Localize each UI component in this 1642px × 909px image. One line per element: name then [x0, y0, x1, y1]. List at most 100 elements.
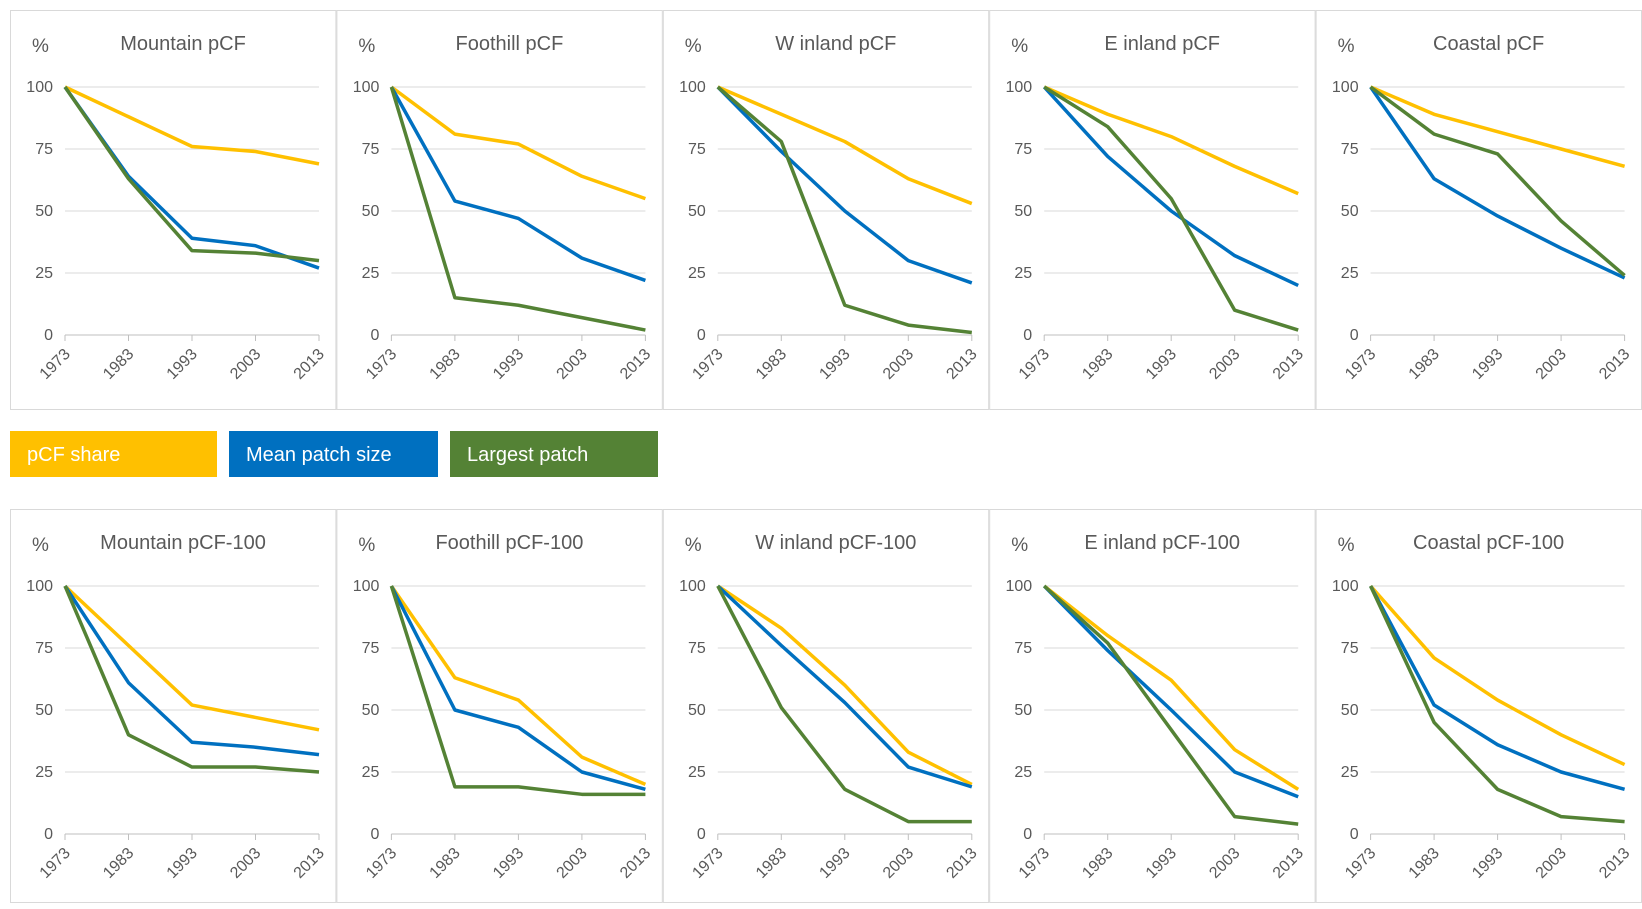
legend-swatch [229, 431, 438, 477]
y-axis-label: % [1011, 535, 1028, 556]
y-tick-label: 75 [35, 640, 53, 657]
x-tick-label: 1973 [1016, 346, 1053, 383]
x-tick-label: 2013 [617, 346, 654, 383]
series-line [1369, 85, 1626, 277]
y-tick-label: 100 [1332, 79, 1359, 96]
series-line [63, 584, 320, 732]
panel-border [1315, 509, 1642, 903]
series-line [1369, 585, 1626, 792]
series-line [390, 85, 646, 201]
y-tick-label: 100 [353, 578, 380, 595]
chart-panel: % Foothill pCF-100 0 25 50 75 100 1973 1983 1993 2… [336, 509, 663, 903]
y-tick-label: 75 [362, 640, 380, 657]
y-tick-label: 0 [44, 327, 53, 344]
chart-title: E inland pCF [1104, 33, 1220, 55]
x-tick-label: 2003 [227, 845, 264, 882]
series-line [716, 85, 973, 285]
y-tick-label: 0 [1350, 826, 1359, 843]
x-tick-label: 1983 [1079, 346, 1116, 383]
x-tick-label: 2003 [554, 346, 591, 383]
series-line [1369, 584, 1626, 767]
series-line [716, 584, 973, 789]
series-line [63, 85, 320, 270]
x-tick-label: 1993 [816, 346, 853, 383]
chart-title: Coastal pCF-100 [1413, 532, 1564, 554]
y-tick-label: 100 [679, 578, 706, 595]
series-line [63, 585, 320, 757]
series-line [717, 85, 973, 206]
y-tick-label: 25 [1341, 265, 1359, 282]
y-tick-label: 25 [362, 265, 380, 282]
chart-panel: % E inland pCF-100 0 25 50 75 100 1973 1983 1993 2… [989, 509, 1316, 903]
y-axis-label: % [685, 36, 702, 57]
x-tick-label: 1973 [37, 845, 74, 882]
series-line [1043, 584, 1300, 791]
chart-title: E inland pCF-100 [1084, 532, 1240, 554]
y-tick-label: 25 [1341, 764, 1359, 781]
x-tick-label: 1993 [490, 346, 527, 383]
x-tick-label: 2013 [943, 845, 980, 882]
y-axis-label: % [1338, 36, 1355, 57]
x-tick-label: 1993 [164, 346, 201, 383]
x-tick-label: 1973 [1016, 845, 1053, 882]
series-line [1043, 584, 1299, 826]
chart-title: Foothill pCF-100 [435, 532, 583, 554]
y-tick-label: 100 [1005, 578, 1032, 595]
y-tick-label: 100 [1005, 79, 1032, 96]
y-tick-label: 75 [1014, 141, 1032, 158]
chart-panel: % W inland pCF 0 25 50 75 100 1973 1983 1993 2003 2… [662, 10, 990, 410]
y-tick-label: 50 [1341, 702, 1359, 719]
x-tick-label: 1983 [753, 845, 790, 882]
legend-swatch [450, 431, 658, 477]
series-line [1043, 85, 1299, 196]
y-tick-label: 25 [688, 764, 706, 781]
series-line [63, 86, 320, 263]
x-tick-label: 1993 [1469, 845, 1506, 882]
chart-panel: % Mountain pCF-100 0 25 50 75 100 1973 1983 1993 2… [10, 509, 337, 903]
chart-title: W inland pCF-100 [755, 532, 916, 554]
panel-border [989, 509, 1316, 903]
series-line [389, 585, 646, 797]
series-line [716, 85, 973, 335]
x-tick-label: 2013 [1596, 346, 1633, 383]
y-axis-label: % [32, 535, 49, 556]
y-tick-label: 0 [370, 327, 379, 344]
x-tick-label: 1993 [1143, 845, 1180, 882]
y-tick-label: 100 [26, 79, 53, 96]
panel-border [662, 10, 990, 410]
x-tick-label: 2003 [1206, 845, 1243, 882]
series-line [716, 585, 972, 824]
panel-border [662, 509, 990, 903]
y-tick-label: 50 [1014, 203, 1032, 220]
x-tick-label: 2013 [1596, 845, 1633, 882]
x-tick-label: 1983 [1079, 845, 1116, 882]
x-tick-label: 2013 [1270, 845, 1307, 882]
y-tick-label: 25 [1014, 265, 1032, 282]
x-tick-label: 1993 [1469, 346, 1506, 383]
y-axis-label: % [1011, 36, 1028, 57]
y-tick-label: 75 [1341, 141, 1359, 158]
legend-label: Mean patch size [246, 444, 392, 466]
y-tick-label: 100 [26, 578, 53, 595]
y-axis-label: % [1338, 535, 1355, 556]
y-tick-label: 50 [35, 702, 53, 719]
y-tick-label: 50 [362, 203, 380, 220]
chart-title: W inland pCF [775, 33, 896, 55]
x-tick-label: 2003 [1533, 346, 1570, 383]
x-tick-label: 2003 [1206, 346, 1243, 383]
y-tick-label: 100 [1332, 578, 1359, 595]
panel-border [336, 10, 663, 410]
y-tick-label: 75 [688, 141, 706, 158]
x-tick-label: 2013 [943, 346, 980, 383]
y-tick-label: 0 [44, 826, 53, 843]
x-tick-label: 1973 [1342, 845, 1379, 882]
y-tick-label: 75 [1341, 640, 1359, 657]
x-tick-label: 2003 [1533, 845, 1570, 882]
y-tick-label: 50 [1014, 702, 1032, 719]
series-line [1369, 585, 1625, 824]
series-line [389, 86, 646, 283]
y-tick-label: 25 [35, 764, 53, 781]
y-tick-label: 50 [362, 702, 380, 719]
